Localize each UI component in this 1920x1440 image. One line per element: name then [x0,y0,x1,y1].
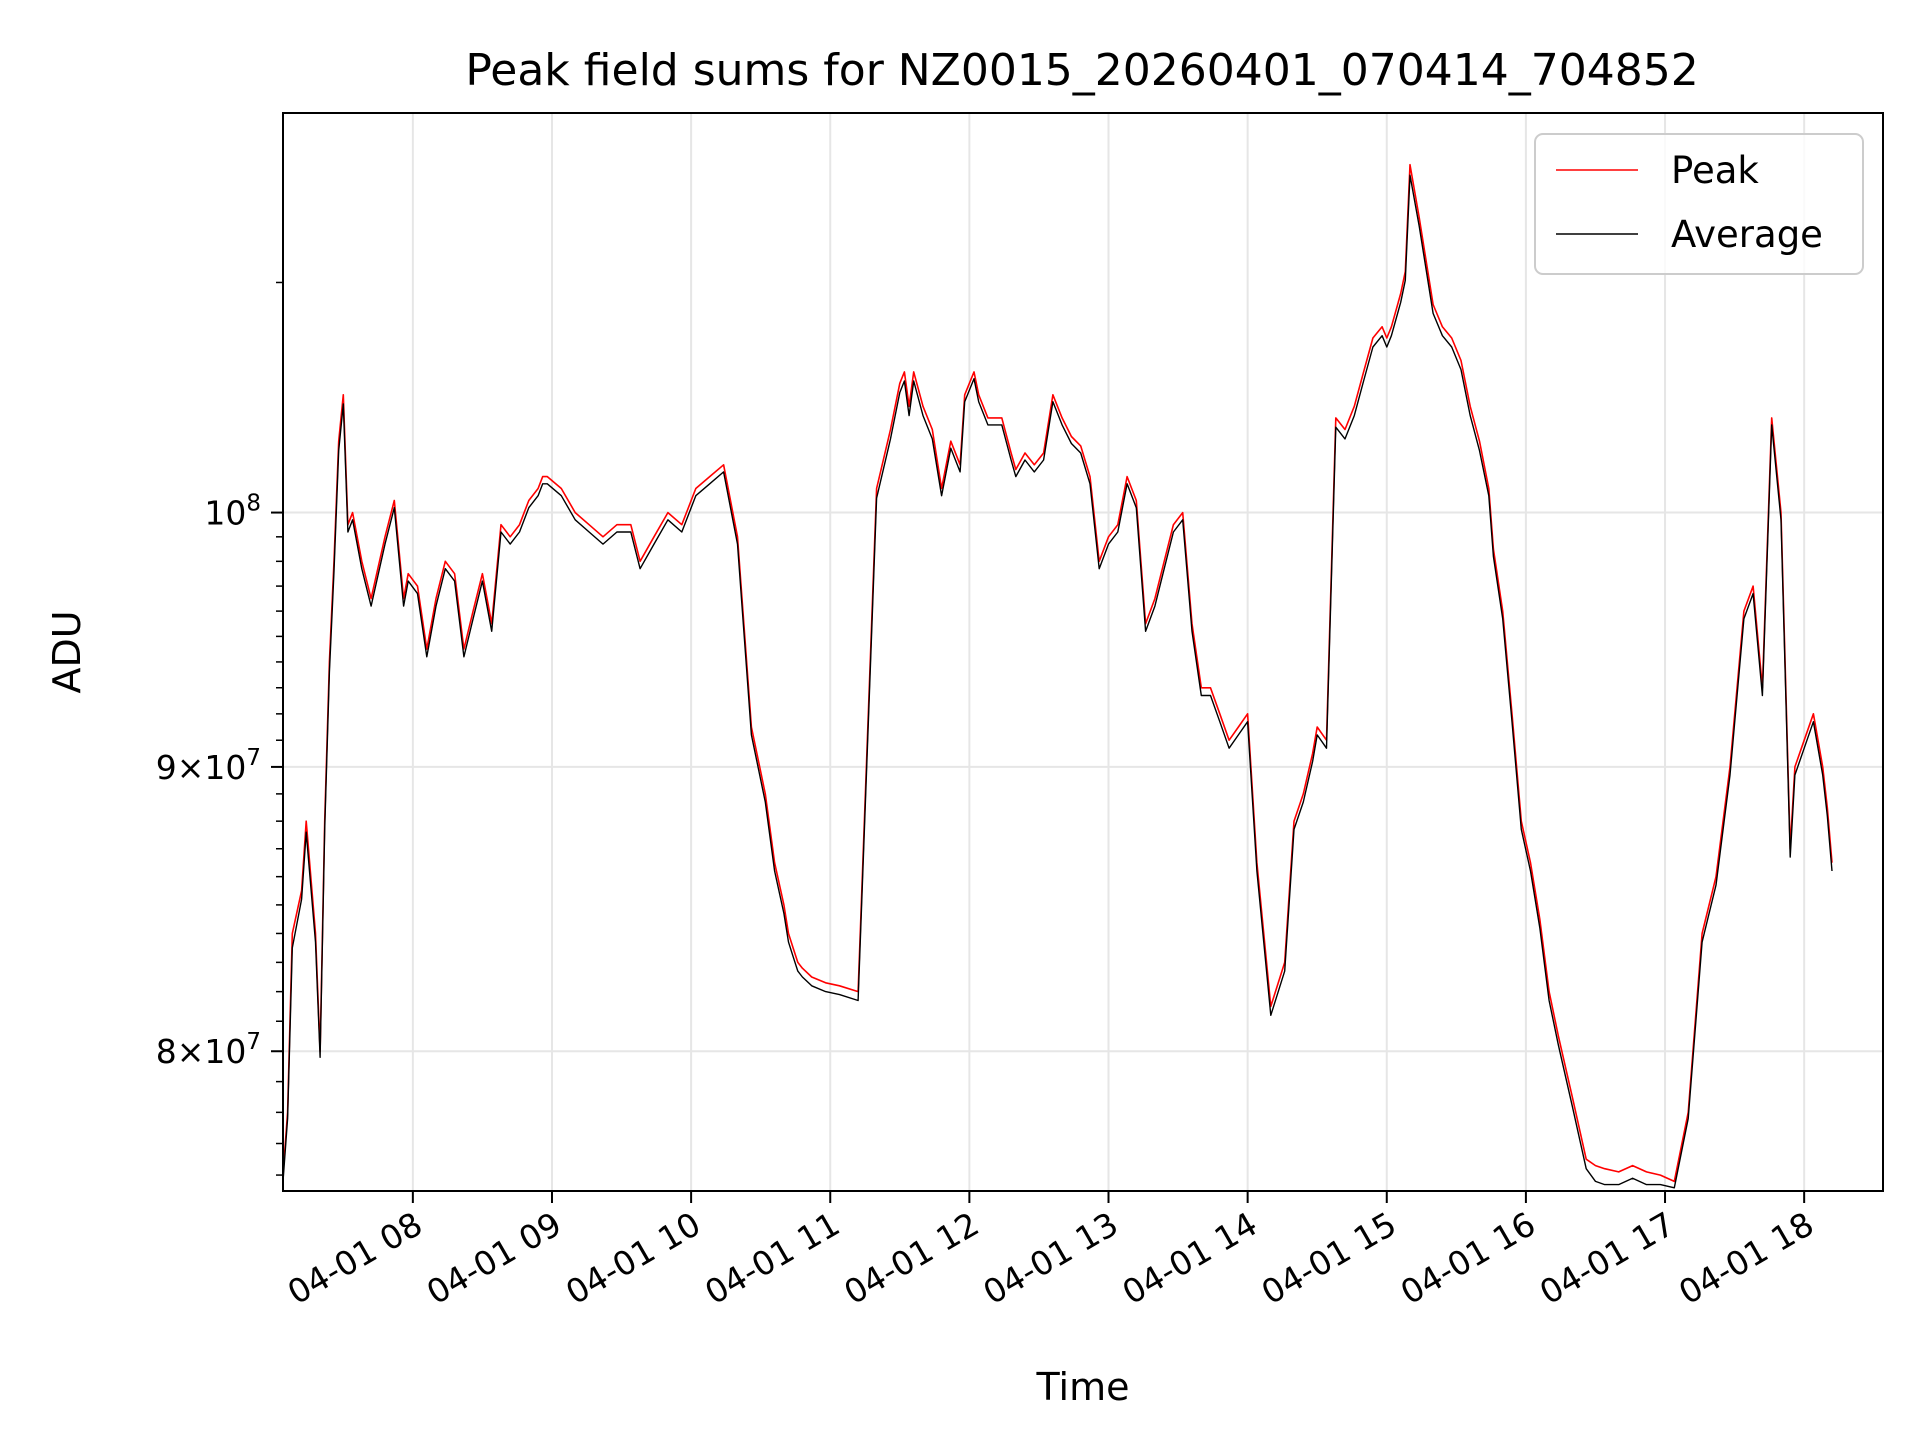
series-line-average [283,174,1833,1189]
y-tick-label: 108 [204,491,261,533]
grid [283,113,1883,1191]
series-layer [283,163,1833,1189]
plot-frame [282,112,1884,1192]
legend-box [1534,133,1864,275]
chart-title: Peak field sums for NZ0015_20260401_0704… [465,45,1698,96]
y-tick-label: 8×107 [156,1029,261,1071]
x-axis-label: Time [1036,1365,1130,1409]
legend-label-average: Average [1671,213,1823,256]
y-axis-label: ADU [45,610,89,693]
y-axis-ticks: 8×107 9×107 108 [156,281,283,1176]
legend-label-peak: Peak [1671,149,1759,192]
legend: Peak Average [1534,133,1864,275]
y-tick-label: 9×107 [156,745,261,787]
series-line-peak [283,163,1833,1183]
